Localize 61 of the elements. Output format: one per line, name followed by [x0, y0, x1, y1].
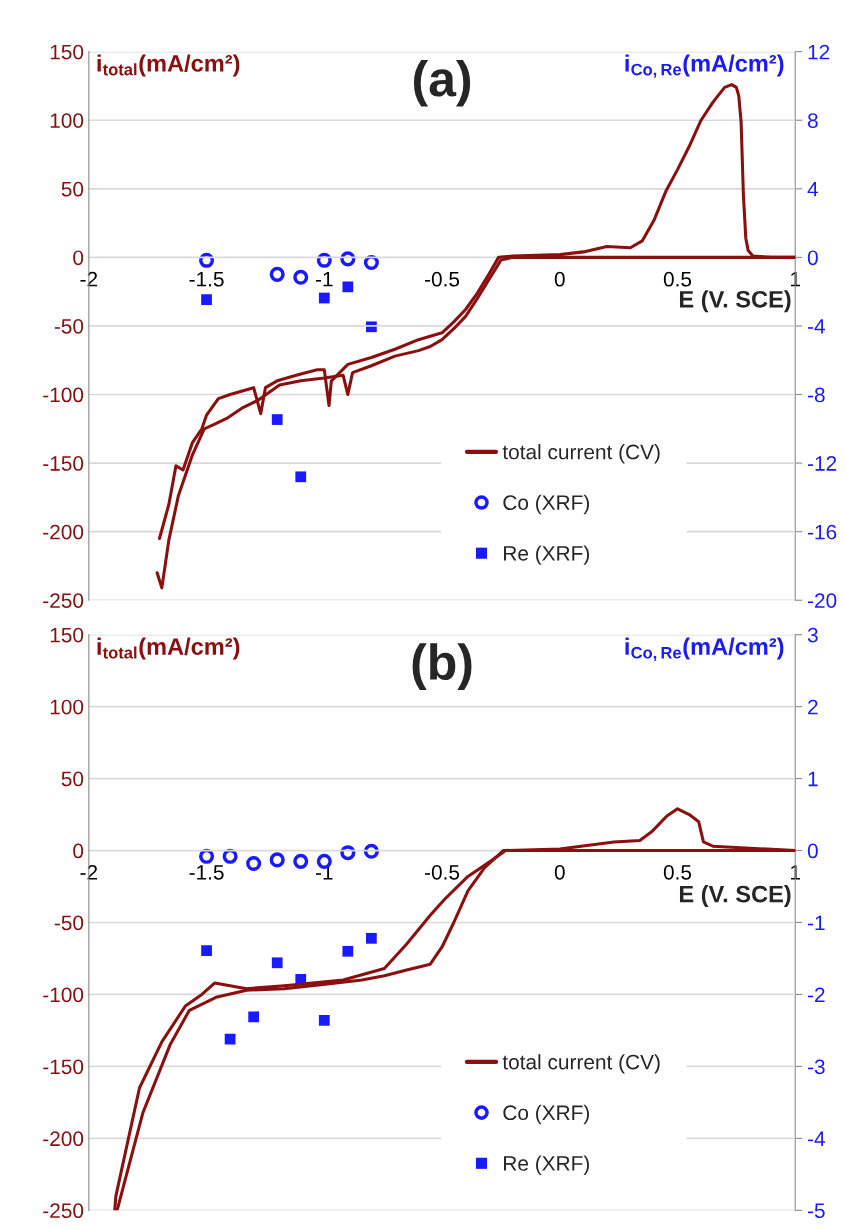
y-tick-label: -200	[43, 524, 84, 540]
y-tick-label: 0	[73, 843, 84, 859]
y-tick-label: 100	[50, 699, 84, 715]
y2-tick-label: 12	[808, 44, 830, 60]
x-tick-label: 0.5	[663, 864, 692, 880]
y2-tick-label: -20	[807, 593, 837, 608]
y-tick-label: -250	[43, 1203, 84, 1219]
y-tick-label: 150	[50, 627, 84, 643]
y2-axis-title: i$_{Co,Re}$(mA/cm²)	[625, 637, 784, 661]
legend-label: Co (XRF)	[503, 1104, 589, 1125]
y-tick-label: 50	[61, 771, 84, 787]
y-tick-label: -100	[43, 387, 84, 403]
y-tick-label: -100	[43, 987, 84, 1003]
x-tick-label: 0	[554, 864, 565, 880]
y-axis-title: i$_{total}$(mA/cm²)	[97, 637, 240, 660]
x-tick-label: -1.5	[189, 865, 224, 880]
y2-tick-label: 0	[807, 843, 818, 859]
x-tick-label: -2	[80, 864, 98, 880]
legend-label: Re (XRF)	[504, 1155, 589, 1175]
x-tick-label: -0.5	[425, 271, 460, 287]
x-tick-label: -0.5	[425, 864, 460, 880]
y2-tick-label: -5	[807, 1203, 825, 1219]
y2-tick-label: 1	[808, 771, 818, 787]
y2-tick-label: -2	[807, 987, 825, 1002]
chart-title: (a)	[413, 59, 471, 107]
y-tick-label: 50	[61, 181, 84, 197]
x-tick-label: -2	[80, 271, 98, 287]
y-tick-label: -150	[43, 1059, 84, 1075]
y-tick-label: 0	[73, 250, 84, 266]
y-tick-label: -200	[43, 1131, 84, 1147]
y2-tick-label: 3	[807, 627, 818, 643]
y-tick-label: 150	[50, 44, 84, 60]
legend-label: total current (CV)	[502, 444, 660, 464]
y2-tick-label: -4	[807, 319, 825, 334]
legend-label: Co (XRF)	[503, 494, 589, 515]
y-tick-label: -150	[43, 456, 84, 471]
y2-tick-label: 4	[807, 182, 819, 197]
y2-tick-label: -12	[807, 456, 837, 471]
y-tick-label: -50	[54, 915, 84, 931]
y-axis-title: i$_{total}$(mA/cm²)	[97, 54, 240, 77]
y-tick-label: 100	[50, 113, 84, 128]
y2-tick-label: 2	[808, 699, 818, 715]
legend-label: Re (XRF)	[504, 545, 589, 565]
x-tick-label: 0	[554, 271, 565, 287]
x-tick-label: -1.5	[189, 272, 224, 287]
chart-title: (b)	[412, 643, 472, 690]
y2-tick-label: 0	[807, 250, 818, 266]
y2-tick-label: -8	[807, 387, 825, 403]
y2-tick-label: -16	[807, 524, 837, 540]
x-tick-label: -1	[315, 272, 333, 287]
x-tick-label: 0.5	[663, 271, 692, 287]
y2-axis-title: i$_{Co,Re}$(mA/cm²)	[625, 54, 784, 78]
y2-tick-label: -1	[807, 915, 825, 931]
x-axis-title: E (V. SCE)	[679, 885, 791, 908]
y2-tick-label: -4	[807, 1131, 825, 1146]
y2-tick-label: 8	[807, 113, 818, 128]
y-tick-label: -50	[54, 318, 84, 334]
x-axis-title: E (V. SCE)	[679, 290, 791, 313]
y-tick-label: -250	[43, 593, 84, 608]
legend-label: total current (CV)	[502, 1054, 660, 1074]
y2-tick-label: -3	[807, 1059, 825, 1075]
